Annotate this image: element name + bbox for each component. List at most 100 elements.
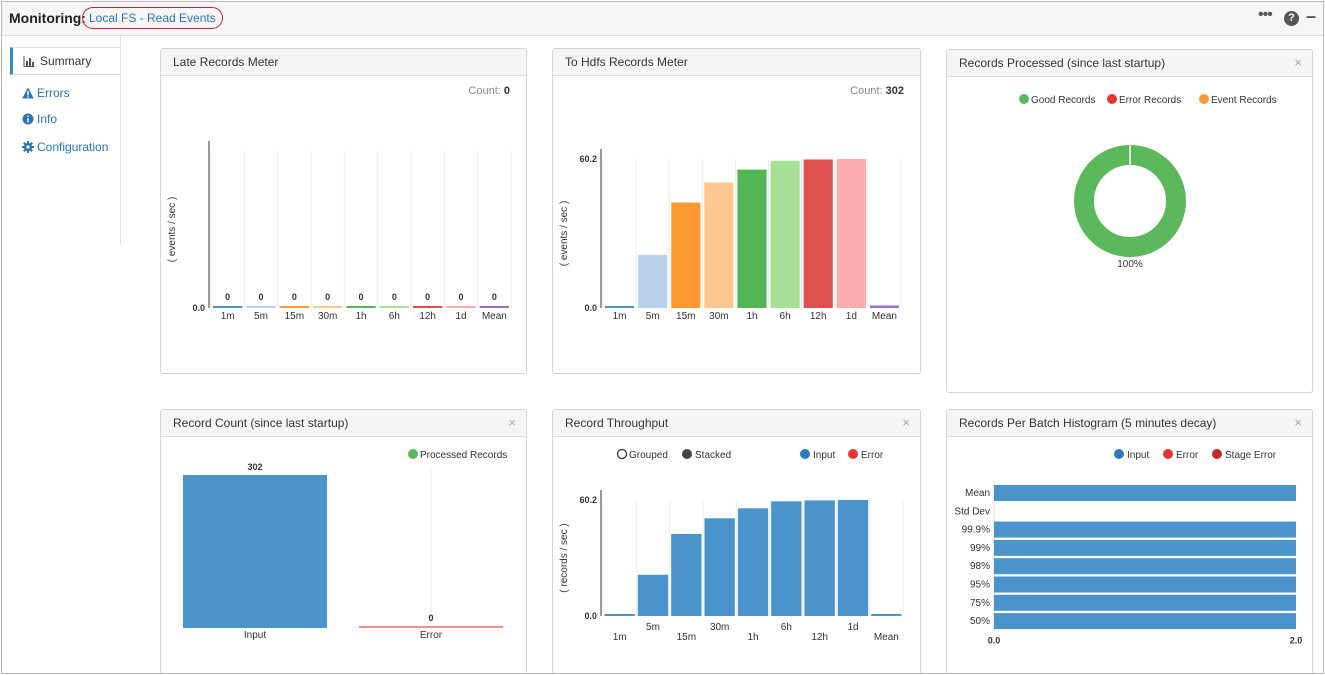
- x-tick-label: 12h: [419, 311, 436, 322]
- stacked-option: Stacked: [695, 450, 731, 461]
- bar-15m: [671, 533, 702, 616]
- record-count-panel: Record Count (since last startup) × Proc…: [160, 409, 527, 673]
- sidebar-item-info[interactable]: Info: [10, 106, 120, 132]
- x-tick-label: 1m: [221, 311, 235, 322]
- sidebar-item-configuration[interactable]: Configuration: [10, 134, 120, 160]
- bar-6h: [379, 306, 409, 308]
- legend-marker: [1107, 94, 1117, 104]
- count-value: 302: [885, 85, 904, 97]
- data-label: 0: [492, 292, 497, 302]
- close-icon[interactable]: ×: [902, 415, 910, 430]
- bar-30m: [704, 182, 734, 308]
- close-icon[interactable]: ×: [1294, 55, 1302, 70]
- late-records-panel: Late Records Meter Count: 0 ( events / s…: [160, 48, 527, 374]
- y-tick-label: 60.2: [579, 495, 597, 505]
- legend-label: Input: [1127, 450, 1149, 461]
- panel-header: Record Throughput ×: [553, 410, 920, 437]
- bar-1h: [737, 508, 769, 616]
- data-label: 0: [258, 292, 263, 302]
- bar-5m: [637, 574, 669, 616]
- legend-marker: [1212, 449, 1222, 459]
- bar-15m: [671, 202, 701, 308]
- bar-5m: [246, 306, 276, 308]
- y-tick-label: 99.9%: [962, 525, 990, 536]
- x-tick-label: 1m: [613, 311, 627, 322]
- slice-Good Records: [1074, 145, 1186, 257]
- panel-header: Late Records Meter: [161, 49, 526, 76]
- legend-marker: [1019, 94, 1029, 104]
- x-tick-label: 5m: [646, 311, 660, 322]
- pipeline-link[interactable]: Local FS - Read Events: [82, 7, 223, 29]
- bar-1d: [836, 159, 866, 308]
- late-records-chart: ( events / sec ) 0.0 1m 0 5m 0 15m 0 30m 0 1h 0 6h 0 1…: [167, 141, 512, 322]
- x-tick-label: 1m: [613, 632, 627, 643]
- bar-6h: [770, 160, 800, 308]
- y-tick-label: 50%: [970, 616, 990, 627]
- help-circle-icon[interactable]: ?: [1284, 11, 1299, 26]
- bar-98%: [994, 558, 1296, 575]
- y-tick-label: 98%: [970, 561, 990, 572]
- close-icon[interactable]: ×: [1294, 415, 1302, 430]
- record-throughput-chart: Grouped Stacked Input Error ( records / sec …: [559, 448, 904, 643]
- records-processed-chart: Good Records Error Records Event Records 10…: [1019, 94, 1277, 270]
- y-axis-label: ( events / sec ): [559, 201, 570, 267]
- x-tick-label: 2.0: [1290, 635, 1303, 645]
- bar-30m: [313, 306, 343, 308]
- x-tick-label: 1h: [747, 632, 758, 643]
- sidebar-item-label: Info: [37, 112, 58, 126]
- legend-marker: [408, 449, 418, 459]
- sidebar-item-errors[interactable]: Errors: [10, 80, 120, 106]
- sidebar-item-summary[interactable]: Summary: [10, 47, 120, 75]
- bar-30m: [704, 518, 735, 616]
- bar-99%: [994, 539, 1296, 556]
- x-tick-label: 0.0: [988, 635, 1001, 645]
- legend-marker: [1199, 94, 1209, 104]
- x-tick-label: Mean: [482, 311, 507, 322]
- legend-label: Event Records: [1211, 95, 1277, 106]
- bar-1d: [446, 306, 476, 308]
- legend-marker: [1163, 449, 1173, 459]
- bar-12h: [413, 306, 443, 308]
- x-tick-label: 1d: [455, 311, 466, 322]
- count-label: Count: 0: [468, 85, 510, 97]
- x-tick-label: 12h: [811, 632, 828, 643]
- top-bar: Monitoring: Local FS - Read Events ••• ?…: [2, 2, 1323, 36]
- x-tick-label: 1h: [355, 311, 366, 322]
- bar-1m: [213, 306, 243, 308]
- bar-Mean: [871, 614, 902, 616]
- sidebar-item-label: Errors: [37, 86, 70, 100]
- bar-15m: [279, 306, 309, 308]
- close-icon[interactable]: ×: [508, 415, 516, 430]
- bar-75%: [994, 594, 1296, 611]
- count-label: Count: 302: [850, 85, 904, 97]
- bar-Input: [183, 475, 327, 628]
- x-tick-label: 30m: [710, 622, 729, 633]
- bar-95%: [994, 576, 1296, 593]
- records-processed-panel: Records Processed (since last startup) ×…: [946, 49, 1313, 393]
- x-tick-label: Error: [420, 630, 443, 641]
- x-tick-label: Mean: [872, 311, 897, 322]
- y-tick-label: 99%: [970, 543, 990, 554]
- y-tick-label: 0.0: [192, 303, 205, 313]
- bar-Mean: [994, 485, 1296, 501]
- panel-title: To Hdfs Records Meter: [565, 55, 688, 69]
- y-tick-label: Mean: [965, 488, 990, 499]
- histogram-chart: Input Error Stage Error Mean Std Dev 99.9% 99%…: [954, 449, 1303, 645]
- x-tick-label: 1d: [847, 622, 858, 633]
- legend-label: Input: [813, 450, 835, 461]
- legend-label: Processed Records: [420, 450, 507, 461]
- data-label: 0: [392, 292, 397, 302]
- count-label-text: Count:: [850, 85, 883, 97]
- y-axis-label: ( records / sec ): [559, 523, 570, 592]
- bar-Mean: [479, 306, 509, 308]
- stacked-radio-icon: [682, 449, 692, 459]
- minimize-icon[interactable]: –: [1306, 6, 1317, 26]
- bar-1h: [346, 306, 376, 308]
- panel-title: Late Records Meter: [173, 55, 279, 69]
- data-label: 0: [325, 292, 330, 302]
- ellipsis-icon[interactable]: •••: [1258, 6, 1273, 23]
- sidebar-item-label: Summary: [40, 54, 92, 68]
- bar-chart-icon: [23, 56, 35, 67]
- x-tick-label: 6h: [781, 622, 792, 633]
